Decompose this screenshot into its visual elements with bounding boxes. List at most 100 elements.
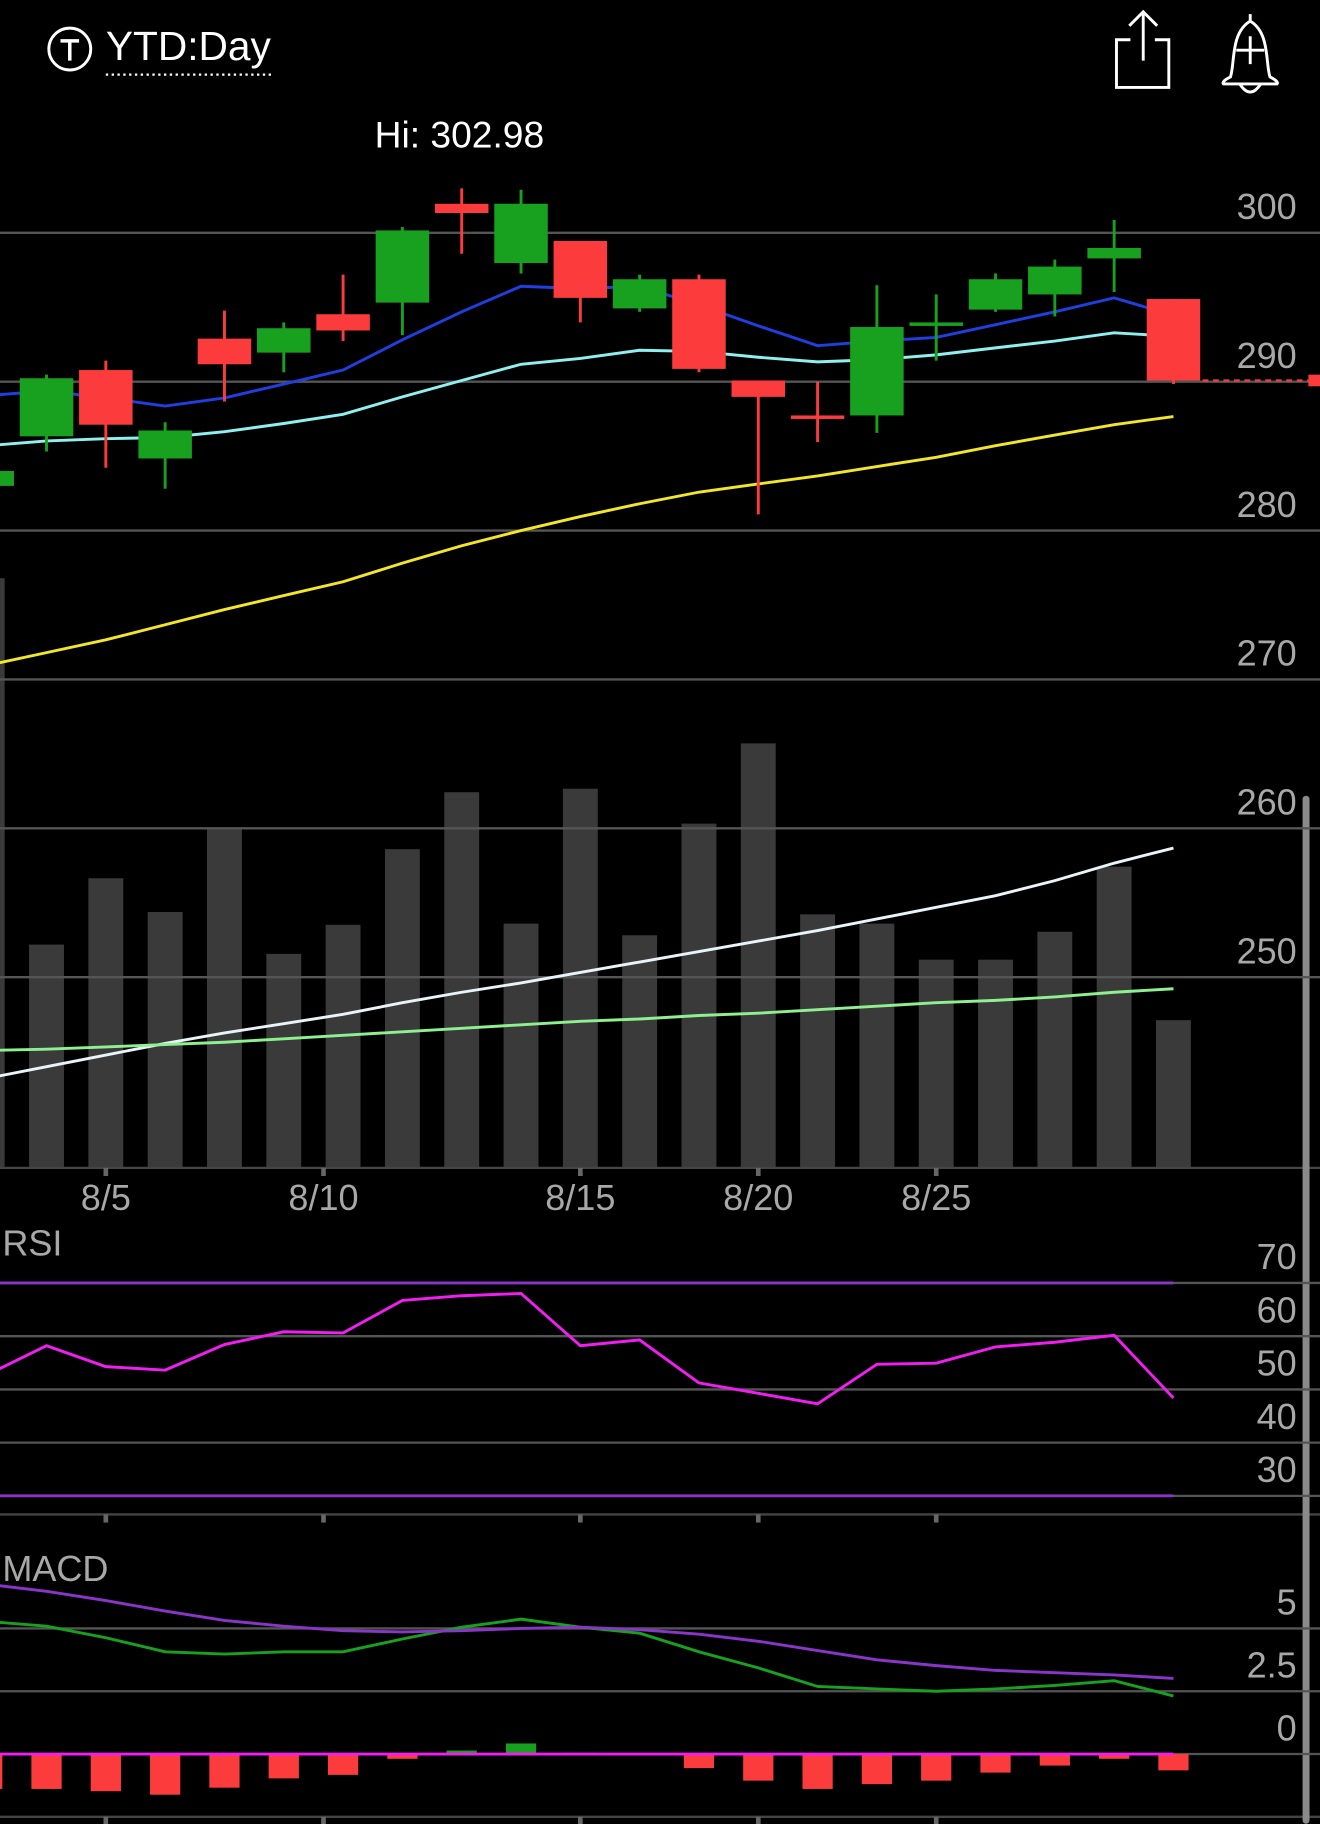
histogram-bar (150, 1754, 181, 1795)
histogram-bar (980, 1754, 1011, 1773)
histogram-bar (683, 1754, 715, 1769)
high-annotation: Hi: 302.98 (375, 113, 545, 155)
candle-body (1146, 299, 1201, 381)
histogram-bar (1099, 1754, 1130, 1759)
volume-bar (978, 959, 1013, 1168)
histogram-bar (268, 1754, 299, 1779)
y-tick-label: 2.5 (1247, 1644, 1297, 1685)
moving-average-line (0, 331, 1174, 447)
volume-bar (800, 914, 836, 1168)
panel-title: MACD (2, 1548, 108, 1589)
share-box (1115, 38, 1171, 89)
volume-average-line (0, 987, 1174, 1052)
bell (1221, 14, 1279, 86)
candle-body (1087, 247, 1141, 259)
y-tick-label: 0 (1277, 1707, 1297, 1748)
candle-body (850, 327, 904, 416)
volume-bar (266, 953, 302, 1168)
indicator-line (0, 1291, 1175, 1406)
candle-body (968, 279, 1023, 310)
y-tick-label: 5 (1277, 1582, 1297, 1623)
period-title[interactable]: YTD:Day (106, 23, 272, 69)
volume-bar (444, 792, 480, 1168)
y-tick-label: 290 (1237, 335, 1297, 376)
candle-body (19, 378, 74, 437)
x-tick-label: 8/5 (81, 1177, 131, 1218)
histogram-bar (505, 1743, 537, 1755)
y-tick-label: 260 (1237, 782, 1297, 823)
candle-body (909, 322, 963, 326)
candle-body (494, 203, 548, 264)
histogram-bar (446, 1750, 477, 1755)
y-tick-label: 300 (1237, 186, 1297, 227)
volume-bar (681, 823, 717, 1168)
candle-body (731, 380, 786, 397)
histogram-bar (921, 1754, 952, 1781)
candle-body (672, 279, 726, 369)
histogram-bar (802, 1754, 833, 1789)
volume-average-line (0, 846, 1174, 1078)
x-tick-label: 8/20 (723, 1177, 793, 1218)
histogram-bar (31, 1754, 62, 1789)
volume-bar (384, 849, 420, 1168)
volume-bar (740, 743, 776, 1168)
volume-bar (622, 935, 658, 1168)
candle-body (434, 203, 489, 213)
y-tick-label: 280 (1237, 484, 1297, 525)
panel-title: RSI (2, 1222, 62, 1263)
last-price-marker (1308, 374, 1320, 387)
x-tick-label: 8/10 (288, 1177, 358, 1218)
candle-body (375, 230, 430, 303)
volume-bar (207, 828, 242, 1168)
histogram-bar (387, 1754, 418, 1759)
volume-bar (88, 878, 124, 1168)
candle-body (0, 470, 14, 486)
histogram-bar (1039, 1754, 1070, 1766)
volume-bar (29, 944, 64, 1168)
histogram-bar (861, 1754, 893, 1785)
candle-body (553, 240, 608, 298)
candle-body (790, 415, 845, 419)
volume-bars (0, 578, 1191, 1168)
ticker-icon (47, 26, 93, 72)
candle-body (316, 314, 370, 331)
y-tick-label: 60 (1257, 1289, 1297, 1330)
candle-body (138, 430, 192, 459)
x-tick-label: 8/25 (901, 1177, 971, 1218)
share-button[interactable] (1115, 9, 1171, 89)
x-tick-label: 8/15 (545, 1177, 615, 1218)
candle-body (1028, 266, 1082, 295)
scrollbar[interactable] (1302, 795, 1310, 1824)
candle-body (197, 338, 252, 365)
y-tick-label: 70 (1257, 1236, 1297, 1277)
moving-average-line (0, 415, 1174, 665)
bell-clapper (1238, 83, 1262, 94)
candle-body (612, 279, 667, 309)
candle-body (79, 370, 133, 425)
alert-button[interactable] (1221, 14, 1279, 94)
ticker-icon-letter (60, 39, 80, 61)
histogram-bar (327, 1754, 359, 1775)
share-arrow (1128, 9, 1159, 61)
volume-bar (325, 924, 361, 1168)
macd-line (0, 1584, 1174, 1680)
volume-bar (503, 923, 539, 1168)
y-tick-label: 250 (1237, 930, 1297, 971)
volume-bar (1156, 1020, 1191, 1168)
histogram-bar (743, 1754, 774, 1781)
histogram-bar (90, 1754, 121, 1792)
volume-bar (0, 578, 5, 1168)
volume-bar (859, 923, 895, 1168)
y-tick-label: 50 (1257, 1343, 1297, 1384)
macd-line (0, 1617, 1174, 1698)
bell-plus (1236, 36, 1265, 65)
histogram-bar (1158, 1754, 1189, 1771)
histogram-bar (0, 1754, 3, 1789)
volume-bar (1037, 931, 1073, 1168)
y-tick-label: 30 (1257, 1449, 1297, 1490)
y-tick-label: 40 (1257, 1396, 1297, 1437)
header: YTD:Day (47, 9, 1279, 94)
ticker-switch[interactable]: YTD:Day (47, 23, 275, 76)
